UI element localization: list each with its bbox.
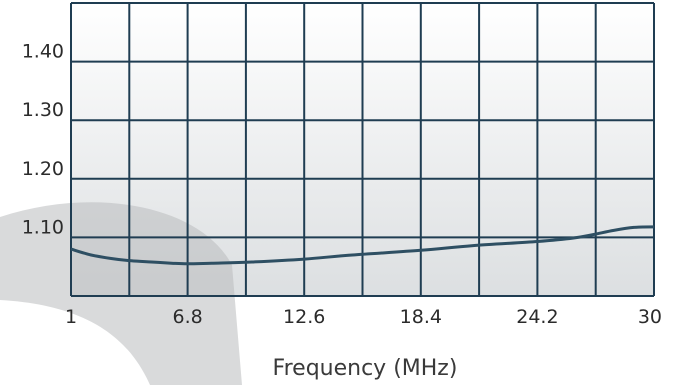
x-tick-label: 18.4 bbox=[400, 306, 442, 328]
y-tick-label: 1.20 bbox=[22, 158, 64, 180]
x-tick-label: 30 bbox=[638, 306, 662, 328]
x-tick-label: 6.8 bbox=[172, 306, 202, 328]
x-tick-label: 24.2 bbox=[516, 306, 558, 328]
y-tick-label: 1.40 bbox=[22, 41, 64, 63]
watermark-shape bbox=[0, 202, 242, 385]
x-tick-label: 1 bbox=[65, 306, 77, 328]
y-tick-label: 1.10 bbox=[22, 216, 64, 238]
y-tick-labels: 1.10 1.20 1.30 1.40 bbox=[22, 41, 64, 239]
series-line bbox=[70, 225, 655, 266]
x-axis-title: Frequency (MHz) bbox=[273, 356, 458, 381]
x-tick-label: 12.6 bbox=[283, 306, 325, 328]
y-tick-label: 1.30 bbox=[22, 99, 64, 121]
grid bbox=[70, 2, 655, 297]
x-tick-labels: 1 6.8 12.6 18.4 24.2 30 bbox=[65, 306, 662, 328]
